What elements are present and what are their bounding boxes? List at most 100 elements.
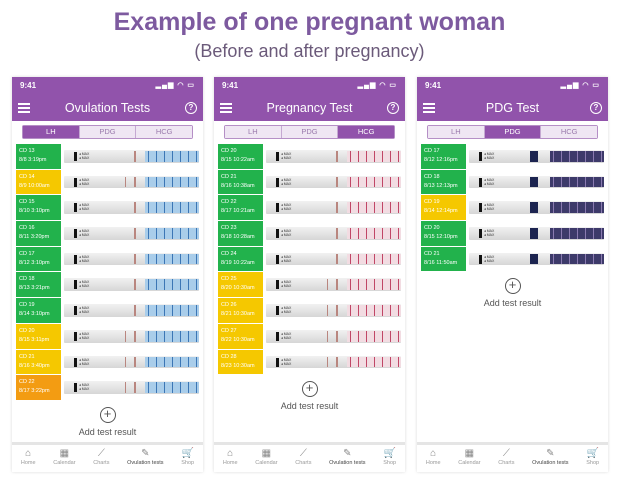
test-result-row[interactable]: CD 26 8/21 10:30am ◂ MAX ◂ MAX: [218, 298, 401, 324]
nav-item-calendar[interactable]: ▦ Calendar: [53, 448, 75, 472]
tab-pdg[interactable]: PDG: [79, 126, 137, 138]
add-test-result-button[interactable]: + Add test result: [214, 381, 405, 411]
test-result-row[interactable]: CD 19 8/14 12:14pm ◂ MAX ◂ MAX: [421, 195, 604, 222]
test-datetime: 8/23 10:30am: [221, 362, 255, 369]
nav-item-shop[interactable]: 🛒 Shop: [181, 448, 194, 472]
test-label: CD 26 8/21 10:30am: [218, 298, 263, 323]
test-label: CD 25 8/20 10:30am: [218, 272, 263, 298]
test-result-row[interactable]: CD 23 8/18 10:28am ◂ MAX ◂ MAX: [218, 221, 401, 247]
test-result-row[interactable]: CD 13 8/8 3:19pm ◂ MAX ◂ MAX: [16, 144, 199, 170]
menu-icon[interactable]: [18, 103, 30, 113]
tab-hcg[interactable]: HCG: [136, 126, 193, 138]
test-result-row[interactable]: CD 20 8/15 12:10pm ◂ MAX ◂ MAX: [421, 221, 604, 247]
test-label: CD 16 8/11 3:20pm: [16, 221, 61, 246]
help-icon[interactable]: ?: [590, 102, 602, 114]
home-icon: ⌂: [430, 448, 437, 459]
test-result-row[interactable]: CD 18 8/13 3:21pm ◂ MAX ◂ MAX: [16, 272, 199, 299]
test-strip-image: ◂ MAX ◂ MAX: [266, 201, 401, 215]
test-result-row[interactable]: CD 21 8/16 10:38am ◂ MAX ◂ MAX: [218, 169, 401, 196]
nav-item-ovulation-tests[interactable]: ✎ Ovulation tests: [127, 448, 163, 472]
test-result-row[interactable]: CD 28 8/23 10:30am ◂ MAX ◂ MAX: [218, 349, 401, 376]
test-result-row[interactable]: CD 20 8/15 3:11pm ◂ MAX ◂ MAX: [16, 323, 199, 350]
test-label: CD 20 8/15 10:22am: [218, 144, 263, 169]
chart-icon: ⟋: [502, 448, 510, 459]
cycle-day: CD 18: [424, 173, 440, 180]
test-label: CD 28 8/23 10:30am: [218, 349, 263, 375]
cycle-day: CD 16: [19, 225, 35, 232]
nav-label: Home: [20, 460, 36, 466]
test-datetime: 8/21 10:30am: [221, 311, 255, 318]
test-datetime: 8/8 3:19pm: [19, 157, 47, 163]
tab-lh[interactable]: LH: [23, 126, 80, 138]
test-strip-image: ◂ MAX ◂ MAX: [469, 227, 604, 240]
nav-item-charts[interactable]: ⟋ Charts: [93, 448, 109, 472]
test-datetime: 8/14 12:14pm: [424, 208, 458, 215]
test-label: CD 24 8/19 10:22am: [218, 246, 263, 272]
tab-lh[interactable]: LH: [225, 126, 282, 138]
tab-pdg[interactable]: PDG: [281, 126, 339, 138]
test-result-row[interactable]: CD 19 8/14 3:10pm ◂ MAX ◂ MAX: [16, 298, 199, 324]
test-datetime: 8/16 10:38am: [221, 182, 255, 189]
test-result-row[interactable]: CD 21 8/16 11:50am ◂ MAX ◂ MAX: [421, 246, 604, 273]
app-header: PDG Test?: [417, 95, 608, 121]
test-result-row[interactable]: CD 15 8/10 3:10pm ◂ MAX ◂ MAX: [16, 195, 199, 222]
nav-label: Charts: [498, 460, 515, 466]
test-result-row[interactable]: CD 27 8/22 10:30am ◂ MAX ◂ MAX: [218, 323, 401, 350]
cycle-day: CD 22: [19, 379, 35, 386]
nav-item-calendar[interactable]: ▦ Calendar: [458, 448, 480, 472]
chart-icon: ⟋: [97, 448, 105, 459]
nav-item-charts[interactable]: ⟋ Charts: [295, 448, 311, 472]
test-result-row[interactable]: CD 14 8/9 10:00am ◂ MAX ◂ MAX: [16, 169, 199, 196]
cycle-day: CD 18: [19, 276, 35, 283]
tab-lh[interactable]: LH: [428, 126, 485, 138]
test-type-tabs: LH PDG HCG: [22, 125, 193, 139]
help-icon[interactable]: ?: [185, 102, 197, 114]
test-result-row[interactable]: CD 21 8/16 3:40pm ◂ MAX ◂ MAX: [16, 349, 199, 376]
test-result-row[interactable]: CD 16 8/11 3:20pm ◂ MAX ◂ MAX: [16, 221, 199, 247]
test-strip-image: ◂ MAX ◂ MAX: [64, 175, 199, 189]
test-result-row[interactable]: CD 17 8/12 12:16pm ◂ MAX ◂ MAX: [421, 144, 604, 170]
nav-item-ovulation-tests[interactable]: ✎ Ovulation tests: [532, 448, 568, 472]
help-icon[interactable]: ?: [387, 102, 399, 114]
test-label: CD 17 8/12 12:16pm: [421, 144, 466, 169]
tab-hcg[interactable]: HCG: [338, 126, 395, 138]
test-strip-icon: ✎: [546, 448, 555, 459]
nav-item-home[interactable]: ⌂ Home: [223, 448, 238, 472]
nav-item-home[interactable]: ⌂ Home: [21, 448, 36, 472]
add-test-result-button[interactable]: + Add test result: [417, 278, 608, 308]
test-result-row[interactable]: CD 24 8/19 10:22am ◂ MAX ◂ MAX: [218, 246, 401, 273]
tab-pdg[interactable]: PDG: [484, 126, 542, 138]
test-label: CD 19 8/14 12:14pm: [421, 195, 466, 221]
menu-icon[interactable]: [220, 103, 232, 113]
test-strip-image: ◂ MAX ◂ MAX: [64, 304, 199, 317]
cycle-day: CD 26: [221, 302, 237, 309]
app-header: Pregnancy Test?: [214, 95, 405, 121]
test-strip-icon: ✎: [343, 448, 352, 459]
cycle-day: CD 20: [424, 225, 440, 232]
nav-item-calendar[interactable]: ▦ Calendar: [255, 448, 277, 472]
add-test-result-label: Add test result: [78, 426, 137, 437]
cycle-day: CD 17: [424, 148, 440, 154]
test-result-row[interactable]: CD 18 8/13 12:13pm ◂ MAX ◂ MAX: [421, 169, 604, 196]
tab-hcg[interactable]: HCG: [541, 126, 598, 138]
test-label: CD 21 8/16 11:50am: [421, 246, 466, 272]
nav-item-home[interactable]: ⌂ Home: [426, 448, 441, 472]
nav-item-charts[interactable]: ⟋ Charts: [498, 448, 514, 472]
nav-item-shop[interactable]: 🛒 Shop: [586, 448, 599, 472]
test-label: CD 21 8/16 3:40pm: [16, 349, 61, 375]
add-test-result-button[interactable]: + Add test result: [12, 406, 203, 437]
test-result-row[interactable]: CD 25 8/20 10:30am ◂ MAX ◂ MAX: [218, 272, 401, 299]
test-datetime: 8/22 10:30am: [221, 336, 255, 343]
test-label: CD 14 8/9 10:00am: [16, 169, 61, 195]
nav-label: Ovulation tests: [329, 460, 366, 466]
test-result-row[interactable]: CD 22 8/17 3:22pm ◂ MAX ◂ MAX: [16, 375, 199, 401]
test-result-row[interactable]: CD 17 8/12 3:10pm ◂ MAX ◂ MAX: [16, 246, 199, 273]
test-label: CD 23 8/18 10:28am: [218, 221, 263, 246]
bottom-nav: ⌂ Home ▦ Calendar ⟋ Charts ✎ Ovulation tests 🛒 Sh…: [214, 442, 405, 472]
test-result-row[interactable]: CD 22 8/17 10:21am ◂ MAX ◂ MAX: [218, 195, 401, 222]
menu-icon[interactable]: [423, 103, 435, 113]
home-icon: ⌂: [25, 448, 32, 459]
test-result-row[interactable]: CD 20 8/15 10:22am ◂ MAX ◂ MAX: [218, 144, 401, 170]
nav-item-shop[interactable]: 🛒 Shop: [383, 448, 396, 472]
nav-item-ovulation-tests[interactable]: ✎ Ovulation tests: [329, 448, 365, 472]
